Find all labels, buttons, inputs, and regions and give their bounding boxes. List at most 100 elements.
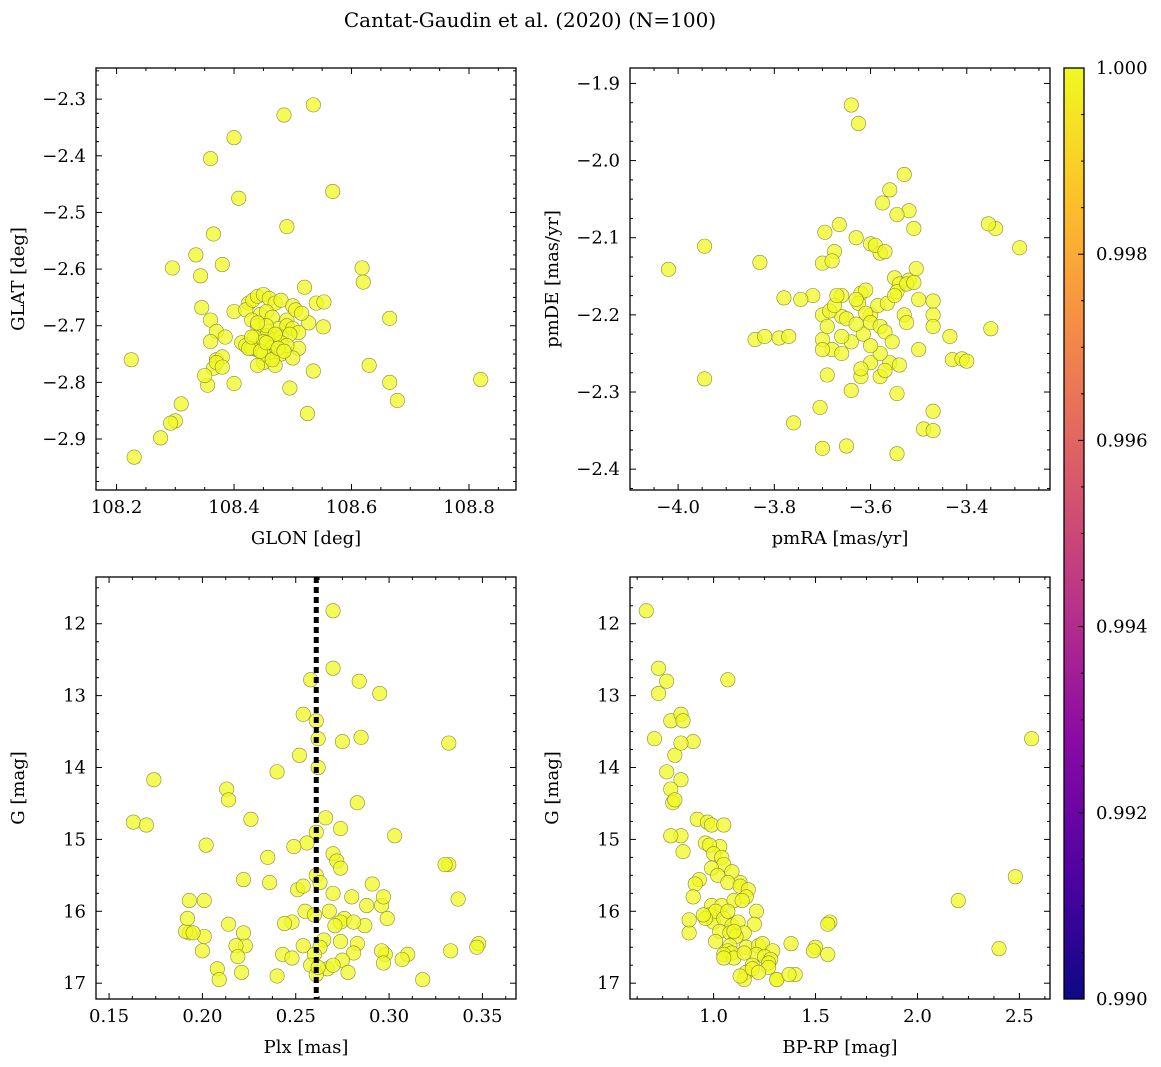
scatter-point: [710, 867, 726, 883]
scatter-point: [829, 288, 845, 304]
y-tick-label: 14: [63, 758, 86, 779]
scatter-point: [197, 368, 213, 384]
scatter-point: [781, 328, 797, 344]
y-tick-label: −2.4: [576, 459, 620, 480]
colorbar-tick-label: 0.992: [1096, 803, 1148, 824]
scatter-point: [906, 274, 922, 290]
scatter-point: [746, 916, 762, 932]
scatter-point: [1007, 869, 1023, 885]
scatter-point: [146, 772, 162, 788]
y-tick-label: −2.0: [576, 151, 620, 172]
y-tick-label: 13: [597, 686, 620, 707]
scatter-point: [269, 968, 285, 984]
scatter-point: [889, 446, 905, 462]
scatter-point: [234, 964, 250, 980]
scatter-point: [340, 964, 356, 980]
scatter-point: [315, 319, 331, 335]
axes-frame: [95, 576, 517, 1000]
scatter-point: [819, 367, 835, 383]
scatter-point: [991, 941, 1007, 957]
scatter-point: [291, 747, 307, 763]
scatter-point: [351, 673, 367, 689]
scatter-point: [325, 183, 341, 199]
scatter-point: [908, 261, 924, 277]
scatter-point: [295, 938, 311, 954]
scatter-points: [638, 603, 1040, 988]
scatter-point: [786, 415, 802, 431]
scatter-point: [925, 318, 941, 334]
scatter-point: [126, 449, 142, 465]
colorbar-tick-label: 0.990: [1096, 989, 1148, 1010]
axes-frame: [629, 576, 1051, 1000]
scatter-point: [269, 764, 285, 780]
x-tick-label: 108.4: [208, 497, 260, 518]
scatter-point: [716, 817, 732, 833]
x-axis-label: BP-RP [mag]: [782, 1037, 897, 1058]
scatter-point: [295, 706, 311, 722]
x-tick-label: 1.0: [699, 1006, 728, 1027]
x-tick-label: 0.30: [369, 1006, 409, 1027]
scatter-point: [364, 876, 380, 892]
axes-frame: [95, 67, 517, 491]
scatter-point: [194, 300, 210, 316]
scatter-point: [843, 97, 859, 113]
scatter-point: [387, 828, 403, 844]
y-tick-label: −1.9: [576, 73, 620, 94]
scatter-point: [663, 828, 679, 844]
scatter-point: [346, 914, 362, 930]
scatter-point: [354, 260, 370, 276]
colorbar-tick-label: 0.994: [1096, 617, 1148, 638]
scatter-point: [843, 382, 859, 398]
scatter-point: [415, 972, 431, 988]
y-tick-label: 14: [597, 758, 620, 779]
y-tick-label: −2.3: [42, 89, 86, 110]
y-tick-label: −2.2: [576, 305, 620, 326]
scatter-point: [193, 268, 209, 284]
scatter-point: [675, 713, 691, 729]
scatter-point: [834, 328, 850, 344]
scatter-point: [659, 764, 675, 780]
scatter-point: [882, 182, 898, 198]
scatter-point: [748, 903, 764, 919]
scatter-point: [235, 872, 251, 888]
scatter-point: [720, 672, 736, 688]
scatter-point: [211, 972, 227, 988]
scatter-point: [164, 260, 180, 276]
y-axis-label: G [mag]: [542, 751, 563, 824]
scatter-point: [138, 817, 154, 833]
scatter-point: [646, 731, 662, 747]
scatter-points: [660, 97, 1028, 462]
scatter-point: [305, 363, 321, 379]
scatter-point: [734, 893, 750, 909]
scatter-point: [318, 810, 334, 826]
scatter-point: [325, 603, 341, 619]
scatter-point: [820, 916, 836, 932]
scatter-point: [276, 107, 292, 123]
y-tick-label: −2.6: [42, 259, 86, 280]
scatter-point: [361, 357, 377, 373]
scatter-point: [834, 345, 850, 361]
scatter-point: [950, 893, 966, 909]
scatter-point: [651, 660, 667, 676]
scatter-point: [250, 357, 266, 373]
y-tick-label: −2.3: [576, 382, 620, 403]
scatter-point: [473, 372, 489, 388]
scatter-point: [805, 943, 821, 959]
scatter-point: [651, 685, 667, 701]
scatter-point: [887, 288, 903, 304]
scatter-point: [325, 660, 341, 676]
y-tick-label: 15: [597, 829, 620, 850]
scatter-point: [638, 603, 654, 619]
scatter-point: [812, 399, 828, 415]
scatter-point: [325, 957, 341, 973]
x-tick-label: 1.5: [801, 1006, 830, 1027]
scatter-point: [295, 878, 311, 894]
scatter-point: [925, 423, 941, 439]
scatter-point: [203, 151, 219, 167]
scatter-point: [250, 315, 266, 331]
figure-title: Cantat-Gaudin et al. (2020) (N=100): [344, 8, 716, 32]
y-tick-label: −2.7: [42, 316, 86, 337]
scatter-point: [660, 261, 676, 277]
scatter-point: [942, 328, 958, 344]
